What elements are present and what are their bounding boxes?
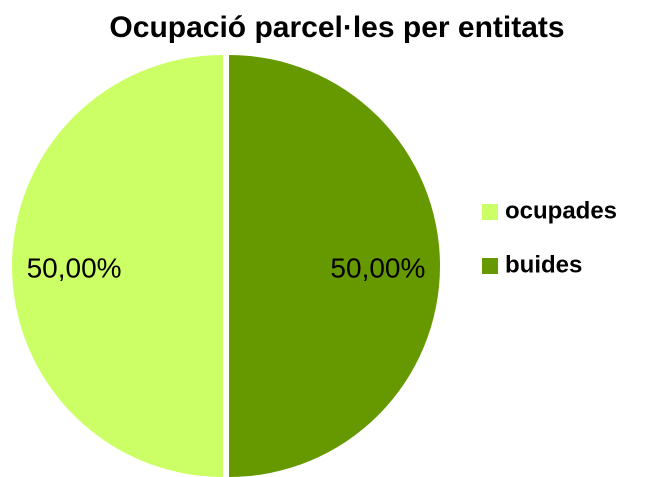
- legend-label: buides: [505, 251, 582, 278]
- data-label: 50,00%: [330, 252, 425, 283]
- pie-slice: [12, 55, 223, 477]
- legend-swatch: [482, 258, 498, 274]
- legend-swatch: [482, 204, 498, 220]
- pie-slice: [229, 55, 440, 477]
- data-label: 50,00%: [27, 252, 122, 283]
- legend-label: ocupades: [505, 197, 617, 224]
- chart-title: Ocupació parcel·les per entitats: [109, 11, 564, 44]
